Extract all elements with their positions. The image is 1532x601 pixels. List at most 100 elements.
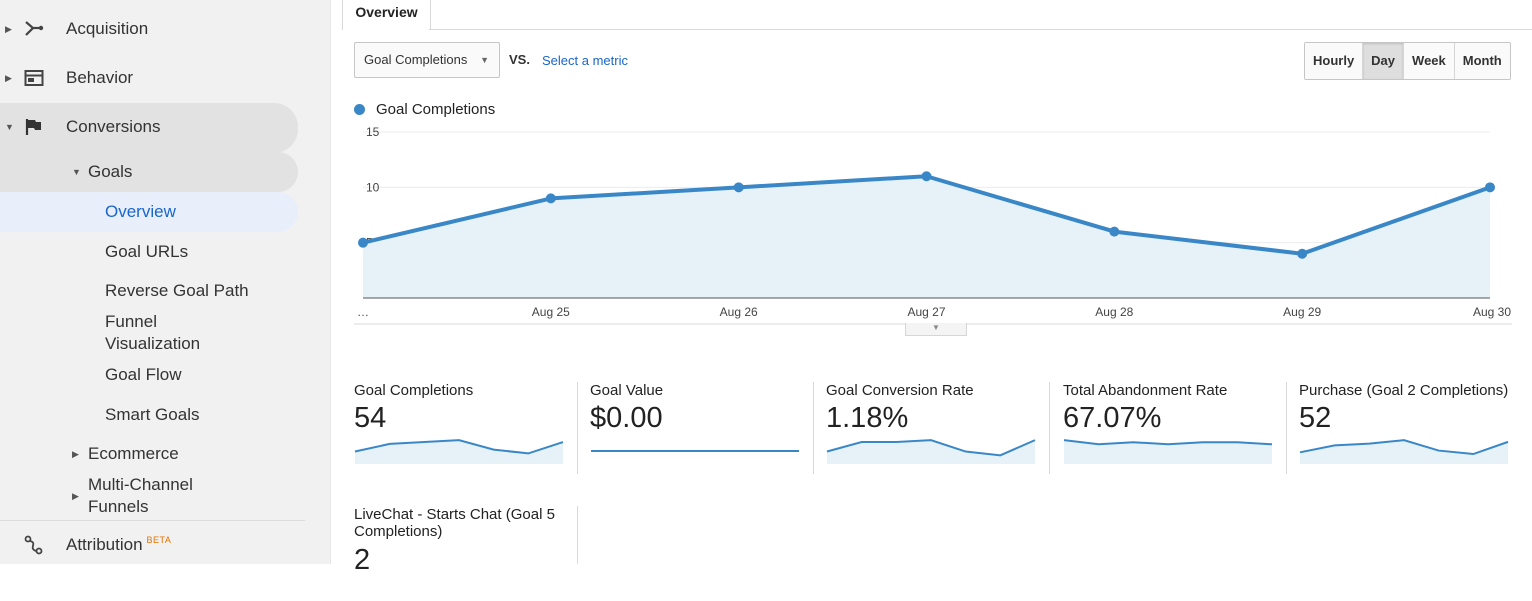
sparkline-line: [826, 439, 1036, 457]
sparkline: [1063, 439, 1273, 464]
legend-dot-icon: [354, 104, 365, 115]
divider: [0, 520, 305, 521]
data-point: [733, 182, 744, 193]
sidebar-item-label: Attribution BETA: [66, 535, 172, 554]
metric-dropdown[interactable]: Goal Completions ▼: [354, 42, 500, 78]
scorecard-value: 52: [1299, 402, 1332, 434]
hourly-button[interactable]: Hourly: [1305, 43, 1364, 79]
sparkline: [354, 439, 564, 464]
sidebar-item-overview[interactable]: Overview: [105, 202, 176, 221]
scorecard-goal-value[interactable]: Goal Value $0.00: [590, 382, 810, 477]
sidebar-item-funnel-visualization[interactable]: Funnel Visualization: [105, 312, 201, 353]
sidebar-item-label: Behavior: [66, 68, 134, 87]
sparkline-line: [354, 439, 564, 455]
x-tick-label: Aug 27: [907, 305, 945, 319]
sparkline-area: [827, 440, 1035, 464]
chevron-down-icon: ▼: [480, 55, 489, 65]
sidebar-item-goals[interactable]: ▼ Goals: [72, 161, 133, 183]
active-item-background: [0, 192, 298, 232]
sidebar-item-label: Acquisition: [66, 19, 149, 38]
select-metric-link[interactable]: Select a metric: [542, 53, 628, 68]
tab-overview[interactable]: Overview: [342, 0, 431, 30]
data-point: [358, 237, 368, 248]
scorecard-goal-conversion-rate[interactable]: Goal Conversion Rate 1.18%: [826, 382, 1046, 477]
sidebar-item-smart-goals[interactable]: Smart Goals: [105, 405, 200, 424]
sidebar-item-conversions[interactable]: ▼ Conversions: [0, 106, 298, 148]
scorecard-livechat-starts-chat[interactable]: LiveChat - Starts Chat (Goal 5 Completio…: [354, 506, 574, 601]
sidebar-item-label: Goals: [88, 162, 133, 181]
acquisition-icon: [25, 21, 44, 36]
sidebar: ▶ Acquisition ▶ Behavior ▼ Conversions ▼…: [0, 0, 331, 564]
flag-icon: [25, 119, 41, 135]
scorecard-value: 1.18%: [826, 402, 909, 434]
collapse-caret-icon[interactable]: ▼: [72, 167, 81, 177]
scorecard-value: 54: [354, 402, 387, 434]
sidebar-item-goal-urls[interactable]: Goal URLs: [105, 242, 189, 261]
beta-badge: BETA: [146, 535, 172, 546]
expand-caret-icon[interactable]: ▶: [72, 449, 79, 459]
scorecard-goal-completions[interactable]: Goal Completions 54: [354, 382, 574, 477]
sidebar-item-attribution[interactable]: Attribution BETA: [0, 524, 330, 564]
month-button[interactable]: Month: [1454, 43, 1510, 79]
legend-label: Goal Completions: [376, 101, 496, 118]
granularity-toggle: Hourly Day Week Month: [1304, 42, 1511, 80]
scorecard-total-abandonment-rate[interactable]: Total Abandonment Rate 67.07%: [1063, 382, 1283, 477]
sidebar-sub-highlight: [0, 152, 298, 192]
sparkline-line: [1063, 439, 1273, 446]
sidebar-item-reverse-goal-path[interactable]: Reverse Goal Path: [105, 281, 249, 300]
sparkline: [1299, 439, 1509, 464]
x-tick-label: Aug 25: [532, 305, 570, 319]
divider: [1049, 382, 1050, 474]
chart-resize-handle[interactable]: ▼: [905, 323, 967, 336]
sparkline: [826, 439, 1036, 464]
scorecard-value: 67.07%: [1063, 402, 1162, 434]
data-point: [545, 193, 556, 204]
chart-legend: Goal Completions: [354, 101, 495, 118]
data-point: [1485, 182, 1495, 193]
scorecard-title: Goal Conversion Rate: [826, 382, 974, 399]
scorecard-purchase-goal-2[interactable]: Purchase (Goal 2 Completions) 52: [1299, 382, 1519, 477]
data-point: [921, 171, 932, 182]
sparkline: [591, 450, 799, 452]
sidebar-item-label: Multi-Channel Funnels: [88, 475, 193, 516]
scorecard-value: 2: [354, 544, 371, 576]
metric-dropdown-value: Goal Completions: [364, 52, 468, 67]
expand-caret-icon[interactable]: ▶: [72, 491, 79, 501]
scorecard-title: LiveChat - Starts Chat (Goal 5 Completio…: [354, 506, 555, 540]
attribution-icon: [24, 535, 43, 555]
divider: [577, 506, 578, 564]
divider: [577, 382, 578, 474]
series-area: [363, 176, 1490, 298]
sidebar-item-ecommerce[interactable]: ▶ Ecommerce: [72, 443, 179, 465]
divider: [1286, 382, 1287, 474]
expand-caret-icon[interactable]: ▶: [5, 72, 12, 83]
sidebar-item-acquisition[interactable]: ▶ Acquisition: [0, 8, 330, 50]
scorecard-title: Goal Value: [590, 382, 664, 399]
collapse-caret-icon[interactable]: ▼: [5, 122, 14, 132]
sidebar-highlight: [0, 103, 298, 153]
week-button[interactable]: Week: [1404, 43, 1455, 79]
x-tick-label: Aug 26: [720, 305, 758, 319]
sidebar-item-multi-channel-funnels[interactable]: ▶ Multi-Channel Funnels: [72, 474, 228, 518]
sidebar-item-behavior[interactable]: ▶ Behavior: [0, 57, 330, 99]
vs-label: VS.: [509, 52, 530, 67]
behavior-icon: [24, 70, 44, 86]
sidebar-item-goal-flow[interactable]: Goal Flow: [105, 365, 182, 384]
x-tick-label: …: [357, 305, 369, 319]
x-tick-label: Aug 29: [1283, 305, 1321, 319]
scorecard-title: Goal Completions: [354, 382, 474, 399]
data-point: [1109, 226, 1120, 237]
expand-caret-icon[interactable]: ▶: [5, 23, 12, 34]
main-panel: Overview Goal Completions ▼ VS. Select a…: [330, 0, 1532, 576]
scorecard-title: Purchase (Goal 2 Completions): [1299, 382, 1509, 399]
scorecard-title: Total Abandonment Rate: [1063, 382, 1228, 399]
sidebar-item-label: Conversions: [66, 117, 161, 136]
y-tick-label: 10: [366, 180, 380, 194]
x-tick-label: Aug 30: [1473, 305, 1511, 319]
data-point: [1297, 248, 1308, 259]
y-tick-label: 15: [366, 125, 380, 139]
x-tick-label: Aug 28: [1095, 305, 1133, 319]
day-button[interactable]: Day: [1363, 43, 1405, 79]
sparkline-area: [1300, 440, 1508, 464]
